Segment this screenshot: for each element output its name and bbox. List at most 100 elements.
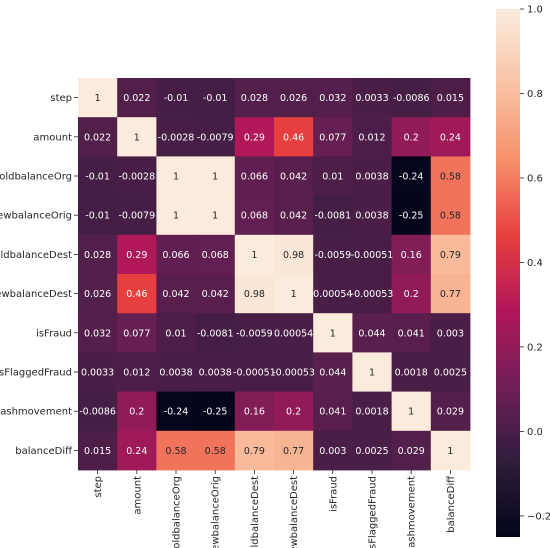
heatmap-cell (78, 430, 118, 471)
heatmap-cell (352, 430, 392, 471)
heatmap-cell-label: -0.0086 (79, 407, 116, 418)
heatmap-cell-label: 0.0025 (355, 446, 388, 457)
heatmap-cell-label: 0.46 (283, 132, 304, 143)
heatmap-cell (313, 234, 353, 275)
heatmap-cell-label: 0.0038 (159, 368, 192, 379)
heatmap-cell-label: -0.0079 (118, 211, 155, 222)
heatmap-cell-label: 0.029 (398, 446, 425, 457)
heatmap-cell (352, 195, 392, 236)
heatmap-cell-label: 0.029 (437, 407, 464, 418)
heatmap-cell-label: 0.003 (437, 328, 464, 339)
heatmap-cell-label: 0.16 (401, 250, 422, 261)
heatmap-cell (195, 117, 236, 157)
y-tick-label: isFraud (36, 328, 72, 339)
heatmap-cell-label: 0.042 (280, 172, 307, 183)
heatmap-cell-label: 0.015 (437, 93, 464, 104)
heatmap-cell (391, 117, 432, 157)
heatmap-cell (156, 274, 196, 314)
heatmap-cell-label: 0.026 (280, 93, 307, 104)
heatmap-cell (274, 274, 314, 314)
heatmap-cell (313, 352, 353, 392)
heatmap-cell-label: 0.042 (162, 289, 189, 300)
heatmap-cell-label: 0.79 (440, 250, 461, 261)
colorbar-tick-label: 0.2 (527, 342, 543, 353)
heatmap-cell (78, 117, 118, 157)
heatmap-cell-label: -0.0079 (197, 132, 234, 143)
heatmap-cell-label: -0.0059 (314, 250, 351, 261)
heatmap-cell-label: -0.0059 (236, 328, 273, 339)
heatmap-cell-label: 0.0033 (81, 368, 114, 379)
heatmap-cell (234, 430, 275, 471)
y-tick-label: amount (33, 132, 72, 143)
heatmap-cell (352, 156, 392, 196)
heatmap-cell (195, 195, 236, 236)
heatmap-cell (391, 195, 432, 236)
heatmap-cell-label: 0.0018 (395, 368, 428, 379)
heatmap-cell (391, 274, 432, 314)
heatmap-cell-label: 0.032 (84, 328, 111, 339)
x-tick-label: newbalanceOrig (211, 476, 222, 548)
heatmap-cell (156, 156, 196, 196)
heatmap-cell (117, 78, 157, 118)
heatmap-cell (117, 391, 157, 432)
heatmap-cell (313, 274, 353, 314)
x-tick-label: isFlaggedFraud (368, 476, 379, 548)
heatmap-cell (313, 156, 353, 196)
heatmap-cell (156, 430, 196, 471)
x-tick-label: cashmovement (407, 476, 418, 548)
heatmap-cell (352, 78, 392, 118)
heatmap-cell-label: 0.0033 (355, 93, 388, 104)
heatmap-cell-label: 1 (369, 368, 375, 379)
heatmap-cell-label: -0.0081 (314, 211, 351, 222)
heatmap-cell-label: 0.028 (241, 93, 268, 104)
heatmap-cell (117, 430, 157, 471)
heatmap-cell (195, 391, 236, 432)
x-tick-label: newbalanceDest (289, 476, 300, 548)
heatmap-cell-label: 0.012 (358, 132, 385, 143)
heatmap-cell (430, 234, 471, 275)
y-tick-label: newbalanceOrig (0, 211, 72, 222)
heatmap-cell-label: 1 (447, 446, 453, 457)
y-tick-label: step (50, 93, 72, 104)
heatmap-cell-label: 0.24 (440, 132, 461, 143)
heatmap-cell-label: 0.24 (126, 446, 147, 457)
heatmap-cell (352, 352, 392, 392)
heatmap-cell-label: 1 (212, 172, 218, 183)
heatmap-cell (313, 391, 353, 432)
heatmap-cell-label: 0.0018 (355, 407, 388, 418)
heatmap-cell-label: 0.068 (241, 211, 268, 222)
heatmap-cell-label: 0.015 (84, 446, 111, 457)
heatmap-cell-label: 0.58 (440, 172, 461, 183)
heatmap-cell-label: 0.068 (202, 250, 229, 261)
heatmap-cell (195, 156, 236, 196)
heatmap-cell-label: 0.044 (358, 328, 385, 339)
x-tick-label: oldbalanceOrg (172, 476, 183, 548)
heatmap-cell-label: -0.25 (203, 407, 228, 418)
heatmap-cell-label: 0.003 (319, 446, 346, 457)
heatmap-cell (117, 195, 157, 236)
heatmap-cell (195, 234, 236, 275)
heatmap-cell (391, 156, 432, 196)
x-tick-label: isFraud (328, 476, 339, 512)
heatmap-cell-label: 0.29 (126, 250, 147, 261)
heatmap-cell (234, 391, 275, 432)
heatmap-cell (117, 274, 157, 314)
heatmap-cell-label: 1 (212, 211, 218, 222)
heatmap-cell (234, 195, 275, 236)
heatmap-cell (156, 352, 196, 392)
heatmap-cell (430, 391, 471, 432)
heatmap-cell (78, 234, 118, 275)
heatmap-cell-label: 0.77 (283, 446, 304, 457)
heatmap-cell-label: -0.00051 (351, 250, 394, 261)
heatmap-cell-label: 0.00054 (313, 289, 352, 300)
heatmap-cell-label: 0.022 (123, 93, 150, 104)
heatmap-cell (313, 117, 353, 157)
y-tick-label: oldbalanceDest (0, 250, 72, 261)
heatmap-cell-label: 1 (173, 172, 179, 183)
heatmap-cell-label: 0.29 (244, 132, 265, 143)
heatmap-cell-label: 0.98 (244, 289, 265, 300)
heatmap-cell-label: 0.0038 (355, 211, 388, 222)
heatmap-cell (156, 234, 196, 275)
heatmap-cell (195, 274, 236, 314)
heatmap-cell (430, 430, 471, 471)
